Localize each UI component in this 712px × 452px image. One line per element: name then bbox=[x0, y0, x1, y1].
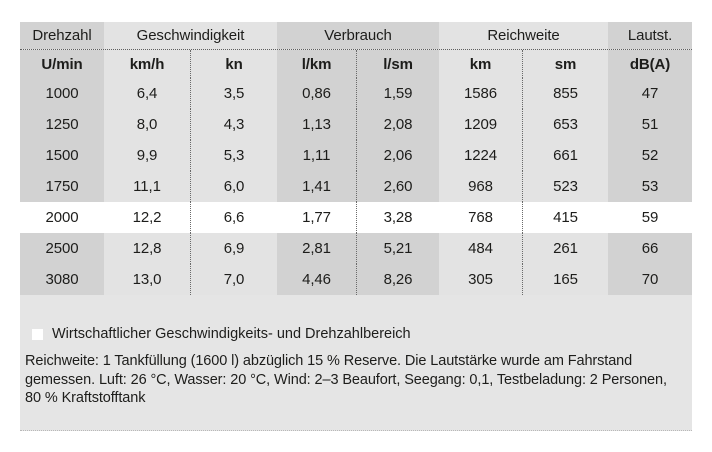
table-cell: 2500 bbox=[20, 233, 104, 264]
table-cell: 4,46 bbox=[277, 264, 357, 295]
column-header-sm: sm bbox=[523, 50, 608, 78]
table-row: 2000 12,2 6,6 1,77 3,28 768 415 59 bbox=[20, 202, 692, 233]
table-cell: 1,41 bbox=[277, 171, 357, 202]
table-cell: 2,81 bbox=[277, 233, 357, 264]
table-cell: 53 bbox=[608, 171, 692, 202]
table-cell: 305 bbox=[439, 264, 523, 295]
table-cell: 1,13 bbox=[277, 109, 357, 140]
column-group-lautstaerke: Lautst. bbox=[608, 22, 692, 49]
table-body: 1000 6,4 3,5 0,86 1,59 1586 855 47 1250 8,0 4,3 1,1… bbox=[20, 78, 692, 295]
table-cell: 70 bbox=[608, 264, 692, 295]
column-header-km-h: km/h bbox=[104, 50, 191, 78]
table-cell: 6,4 bbox=[104, 78, 191, 109]
table-cell: 2,60 bbox=[357, 171, 439, 202]
table-cell: 52 bbox=[608, 140, 692, 171]
table-cell: 3,5 bbox=[191, 78, 277, 109]
table-cell: 1,59 bbox=[357, 78, 439, 109]
table-cell: 855 bbox=[523, 78, 608, 109]
column-header-dba: dB(A) bbox=[608, 50, 692, 78]
table-cell: 1,77 bbox=[277, 202, 357, 233]
table-cell: 1224 bbox=[439, 140, 523, 171]
table-cell: 8,0 bbox=[104, 109, 191, 140]
legend: Wirtschaftlicher Geschwindigkeits- und D… bbox=[32, 326, 692, 342]
table-cell: 1250 bbox=[20, 109, 104, 140]
performance-table-panel: Drehzahl Geschwindigkeit Verbrauch Reich… bbox=[20, 22, 692, 431]
table-cell: 8,26 bbox=[357, 264, 439, 295]
table-cell: 523 bbox=[523, 171, 608, 202]
table-cell: 0,86 bbox=[277, 78, 357, 109]
table-cell: 51 bbox=[608, 109, 692, 140]
column-group-reichweite: Reichweite bbox=[439, 22, 608, 49]
table-cell: 968 bbox=[439, 171, 523, 202]
column-group-geschwindigkeit: Geschwindigkeit bbox=[104, 22, 277, 49]
column-header-kn: kn bbox=[191, 50, 277, 78]
table-cell: 5,21 bbox=[357, 233, 439, 264]
table-cell: 165 bbox=[523, 264, 608, 295]
table-cell: 1500 bbox=[20, 140, 104, 171]
table-row: 1250 8,0 4,3 1,13 2,08 1209 653 51 bbox=[20, 109, 692, 140]
table-cell: 415 bbox=[523, 202, 608, 233]
table-cell: 653 bbox=[523, 109, 608, 140]
table-cell: 2,08 bbox=[357, 109, 439, 140]
table-cell: 1209 bbox=[439, 109, 523, 140]
table-cell: 2000 bbox=[20, 202, 104, 233]
table-cell: 661 bbox=[523, 140, 608, 171]
footnote-text: Reichweite: 1 Tankfüllung (1600 l) abzüg… bbox=[25, 353, 667, 406]
table-row: 1000 6,4 3,5 0,86 1,59 1586 855 47 bbox=[20, 78, 692, 109]
table-cell: 6,0 bbox=[191, 171, 277, 202]
table-cell: 4,3 bbox=[191, 109, 277, 140]
table-cell: 9,9 bbox=[104, 140, 191, 171]
table-cell: 66 bbox=[608, 233, 692, 264]
table-cell: 59 bbox=[608, 202, 692, 233]
table-cell: 3080 bbox=[20, 264, 104, 295]
column-header-km: km bbox=[439, 50, 523, 78]
table-row: 2500 12,8 6,9 2,81 5,21 484 261 66 bbox=[20, 233, 692, 264]
column-group-drehzahl: Drehzahl bbox=[20, 22, 104, 49]
table-cell: 12,8 bbox=[104, 233, 191, 264]
table-cell: 261 bbox=[523, 233, 608, 264]
table-cell: 484 bbox=[439, 233, 523, 264]
table-units-row: U/min km/h kn l/km l/sm km sm dB(A) bbox=[20, 50, 692, 78]
table-cell: 6,6 bbox=[191, 202, 277, 233]
table-cell: 47 bbox=[608, 78, 692, 109]
table-cell: 1586 bbox=[439, 78, 523, 109]
table-cell: 768 bbox=[439, 202, 523, 233]
table-cell: 1750 bbox=[20, 171, 104, 202]
table-cell: 11,1 bbox=[104, 171, 191, 202]
table-cell: 12,2 bbox=[104, 202, 191, 233]
table-row: 3080 13,0 7,0 4,46 8,26 305 165 70 bbox=[20, 264, 692, 295]
column-header-u-min: U/min bbox=[20, 50, 104, 78]
table-cell: 6,9 bbox=[191, 233, 277, 264]
table-row: 1500 9,9 5,3 1,11 2,06 1224 661 52 bbox=[20, 140, 692, 171]
table-cell: 1,11 bbox=[277, 140, 357, 171]
table-row: 1750 11,1 6,0 1,41 2,60 968 523 53 bbox=[20, 171, 692, 202]
table-cell: 7,0 bbox=[191, 264, 277, 295]
table-cell: 5,3 bbox=[191, 140, 277, 171]
table-group-header-row: Drehzahl Geschwindigkeit Verbrauch Reich… bbox=[20, 22, 692, 50]
legend-label: Wirtschaftlicher Geschwindigkeits- und D… bbox=[52, 326, 411, 342]
column-header-l-sm: l/sm bbox=[357, 50, 439, 78]
table-cell: 13,0 bbox=[104, 264, 191, 295]
table-cell: 2,06 bbox=[357, 140, 439, 171]
table-cell: 1000 bbox=[20, 78, 104, 109]
column-group-verbrauch: Verbrauch bbox=[277, 22, 439, 49]
table-cell: 3,28 bbox=[357, 202, 439, 233]
column-header-l-km: l/km bbox=[277, 50, 357, 78]
economic-range-swatch-icon bbox=[32, 328, 43, 340]
